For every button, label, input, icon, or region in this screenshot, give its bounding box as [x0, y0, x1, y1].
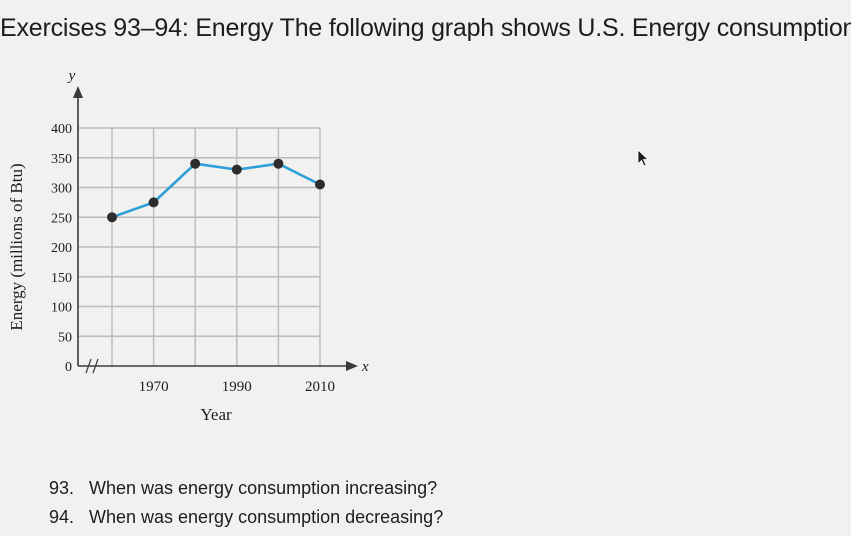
x-axis-arrowhead [346, 361, 358, 371]
y-tick-label: 250 [51, 211, 72, 226]
x-axis-title: Year [200, 405, 232, 424]
y-tick-label: 100 [51, 301, 72, 316]
data-point [231, 164, 242, 175]
y-axis-letter: y [67, 68, 76, 84]
energy-line-chart: y x 0 50 100 150 200 250 300 350 400 1970 1990 201… [7, 68, 369, 424]
axes: y x [67, 68, 369, 375]
series-line [111, 162, 321, 219]
y-tick-label: 0 [65, 360, 72, 375]
question-text: When was energy consumption increasing? [89, 478, 438, 498]
y-tick-label: 150 [51, 271, 72, 286]
exercise-header: Exercises 93–94: Energy The following gr… [0, 14, 851, 42]
y-tick-label: 400 [51, 122, 72, 137]
y-tick-labels: 0 50 100 150 200 250 300 350 400 [51, 122, 72, 375]
x-tick-labels: 1970 1990 2010 [139, 379, 335, 395]
question-number: 93. [49, 478, 75, 498]
y-tick-label: 200 [51, 241, 72, 256]
y-tick-label: 300 [51, 182, 72, 197]
y-axis-title: Energy (millions of Btu) [7, 163, 26, 330]
question-text: When was energy consumption decreasing? [89, 507, 444, 527]
y-tick-label: 350 [51, 152, 72, 167]
data-point [107, 212, 117, 223]
mouse-cursor-icon [637, 149, 650, 167]
question-item: 93. When was energy consumption increasin… [49, 474, 443, 503]
x-tick-label: 1970 [139, 379, 169, 395]
question-number: 94. [49, 507, 75, 527]
question-item: 94. When was energy consumption decreasin… [49, 503, 443, 532]
y-tick-label: 50 [58, 330, 72, 345]
data-point [190, 158, 201, 169]
data-point [273, 158, 284, 169]
y-axis-arrowhead [73, 86, 83, 98]
data-point [315, 179, 325, 190]
axis-break-mark [85, 358, 99, 374]
x-axis-letter: x [361, 359, 369, 375]
series-layer [107, 158, 325, 223]
data-point [148, 197, 159, 208]
x-tick-label: 1990 [222, 379, 252, 395]
question-list: 93. When was energy consumption increasin… [49, 474, 443, 532]
x-tick-label: 2010 [305, 379, 335, 395]
